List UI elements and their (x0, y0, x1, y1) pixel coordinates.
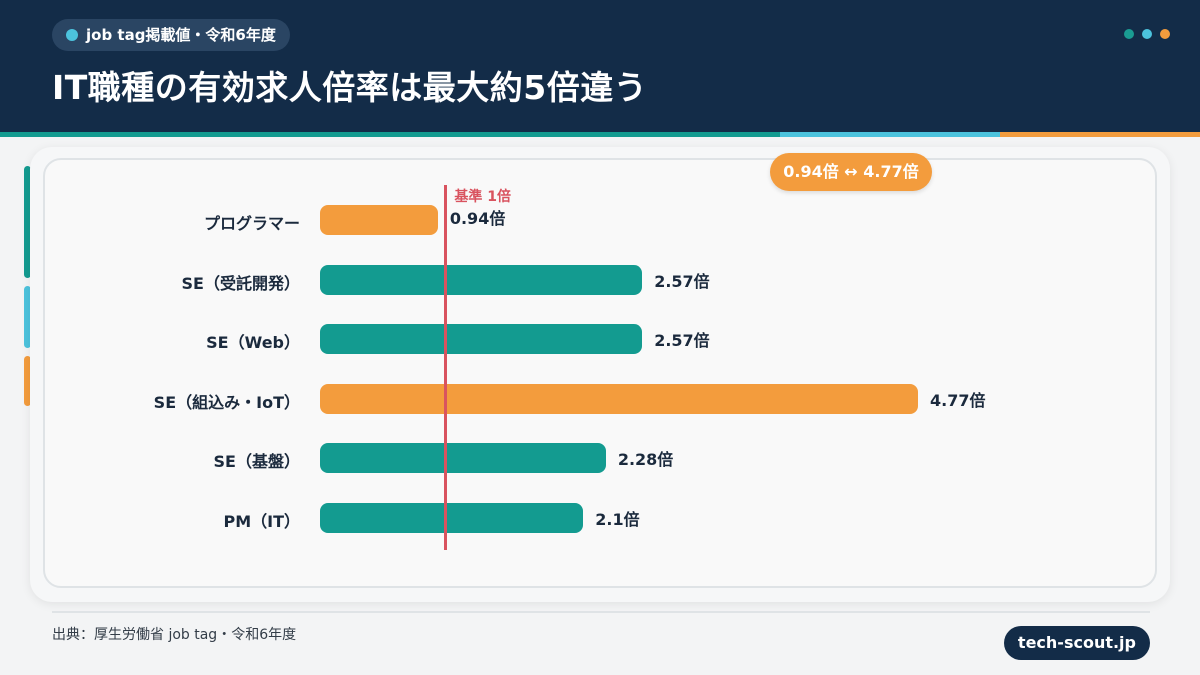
source-badge-label: job tag掲載値・令和6年度 (86, 26, 276, 44)
value-label: 2.28倍 (617, 450, 674, 469)
value-label: 2.57倍 (654, 331, 710, 350)
header-dot-1 (1124, 29, 1134, 39)
header-dot-2 (1142, 29, 1152, 39)
side-accent-teal (24, 166, 31, 278)
value-label: 4.77倍 (930, 390, 986, 410)
reference-label: 基準 1倍 (454, 189, 511, 205)
value-label: 2.57倍 (654, 271, 710, 291)
side-accent-blue (24, 286, 31, 348)
value-label: 2.1倍 (595, 509, 640, 529)
category-label: SE（組込み・IoT） (153, 392, 300, 412)
header: job tag掲載値・令和6年度 IT職種の有効求人倍率は最大約5倍違う (0, 0, 1200, 132)
bar (320, 324, 643, 354)
header-stripe-orange (1000, 132, 1200, 137)
decorative-dots (1116, 24, 1170, 43)
header-dot-3 (1160, 29, 1170, 39)
value-label: 0.94倍 (449, 209, 506, 228)
category-label: プログラマー (203, 214, 300, 233)
category-label: SE（基盤） (213, 452, 300, 471)
brand-badge: tech-scout.jp (1003, 626, 1150, 660)
header-stripe-teal (0, 132, 780, 137)
side-accent-orange (24, 356, 31, 406)
bar (320, 383, 918, 414)
bar (320, 264, 643, 295)
source-note: 出典：厚生労働省 job tag・令和6年度 (52, 627, 297, 643)
badge-dot-icon (66, 29, 78, 41)
bar (320, 205, 438, 235)
bar (320, 502, 584, 533)
category-label: SE（Web） (206, 333, 300, 352)
reference-line (444, 185, 448, 550)
category-label: PM（IT） (223, 511, 300, 531)
chart-card (43, 158, 1157, 588)
page-title: IT職種の有効求人倍率は最大約5倍違う (52, 68, 648, 107)
footer-divider (52, 611, 1150, 613)
category-label: SE（受託開発） (181, 273, 300, 293)
range-badge: 0.94倍 ↔ 4.77倍 (770, 153, 932, 191)
bar (320, 443, 606, 473)
source-badge: job tag掲載値・令和6年度 (52, 19, 290, 51)
header-stripe-blue (780, 132, 1000, 137)
